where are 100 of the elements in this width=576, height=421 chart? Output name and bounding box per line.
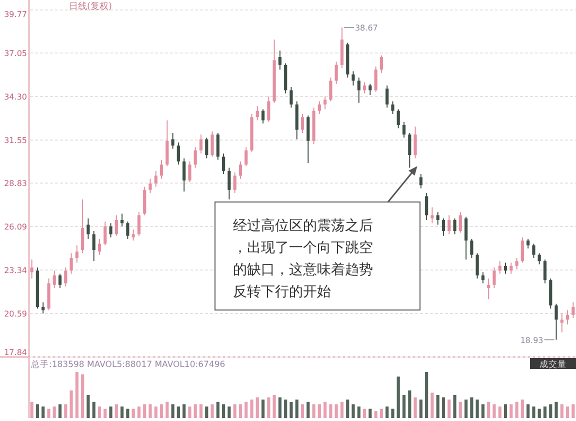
bar (81, 374, 84, 418)
bar (92, 402, 96, 418)
bar (132, 408, 135, 418)
bar (233, 404, 236, 418)
bar (199, 404, 203, 418)
bar (340, 402, 344, 418)
bar (560, 404, 564, 418)
bar (244, 402, 248, 418)
y-tick-label: 26.09 (4, 222, 27, 232)
bar (510, 404, 513, 418)
y-tick-label: 34.30 (4, 92, 27, 102)
bar (267, 397, 270, 418)
bar (492, 404, 496, 418)
bar (526, 404, 530, 418)
bar (98, 406, 102, 418)
bar (194, 404, 197, 418)
bar (284, 400, 288, 418)
bar (374, 411, 378, 418)
bar (86, 395, 90, 418)
bar (436, 395, 440, 418)
bar (352, 404, 355, 418)
annotation: 经过高位区的震荡之后，出现了一个向下跳空的缺口，这意味着趋势反转下行的开始 (233, 218, 373, 300)
bar (148, 404, 152, 418)
bar (549, 404, 552, 418)
bar (143, 404, 146, 418)
bar (272, 395, 276, 418)
bar (70, 390, 73, 418)
bar (182, 404, 186, 418)
bar (538, 408, 541, 418)
bar (453, 395, 456, 418)
bar (222, 404, 226, 418)
bar (109, 406, 112, 418)
bar (250, 400, 254, 418)
bar (380, 408, 383, 418)
bar (334, 404, 338, 418)
bar (36, 404, 40, 418)
bar (58, 404, 62, 418)
bar (442, 397, 446, 418)
bar (425, 372, 428, 418)
bar (30, 402, 34, 418)
bar (42, 406, 45, 418)
bar (160, 404, 164, 418)
bar (402, 395, 406, 418)
bar (137, 406, 141, 418)
bar (261, 400, 265, 418)
bar (476, 400, 479, 418)
bar (414, 397, 417, 418)
bar (357, 406, 360, 418)
bar (572, 404, 575, 418)
bar (329, 404, 332, 418)
chart-title: 总手:183598 MAVOL5:88017 MAVOL10:67496 (30, 359, 226, 370)
bar (166, 402, 169, 418)
y-tick-label: 39.77 (4, 10, 27, 19)
bar (498, 406, 502, 418)
bar (278, 397, 282, 418)
annotation: 18.93 (520, 336, 544, 345)
bar (126, 408, 130, 418)
bar (430, 392, 434, 418)
bar (210, 404, 214, 418)
bar (238, 404, 242, 418)
bar (396, 376, 400, 418)
bar (205, 406, 208, 418)
bar (543, 406, 547, 418)
bar (408, 390, 412, 418)
bar (318, 404, 321, 418)
bar (324, 402, 327, 418)
bar (216, 402, 220, 418)
bar (64, 404, 68, 418)
bar (458, 402, 462, 418)
text: 成交量 (540, 359, 566, 370)
bar (566, 406, 570, 418)
bar (464, 400, 468, 418)
bar (391, 408, 394, 418)
bar (171, 404, 174, 418)
bar (554, 402, 558, 418)
bar (487, 402, 490, 418)
y-tick-label: 20.59 (4, 309, 27, 318)
bar (290, 402, 293, 418)
bar (532, 406, 536, 418)
bar (154, 406, 158, 418)
bar (52, 406, 56, 418)
bar (75, 372, 78, 418)
bar (114, 404, 118, 418)
bar (481, 404, 485, 418)
bar (176, 406, 180, 418)
y-tick-label: 37.05 (4, 49, 27, 58)
bar (104, 408, 107, 418)
bar (312, 404, 316, 418)
bar (448, 400, 451, 418)
y-tick-label: 23.34 (4, 266, 27, 275)
bar (419, 400, 422, 418)
bar (188, 406, 192, 418)
bar (362, 408, 366, 418)
bar (47, 408, 50, 418)
annotation: 38.67 (354, 23, 378, 32)
bar (120, 406, 124, 418)
bar (295, 400, 298, 418)
y-tick-label: 17.84 (4, 348, 27, 357)
y-tick-label: 31.55 (4, 136, 27, 146)
y-tick-label: 28.83 (4, 179, 27, 188)
